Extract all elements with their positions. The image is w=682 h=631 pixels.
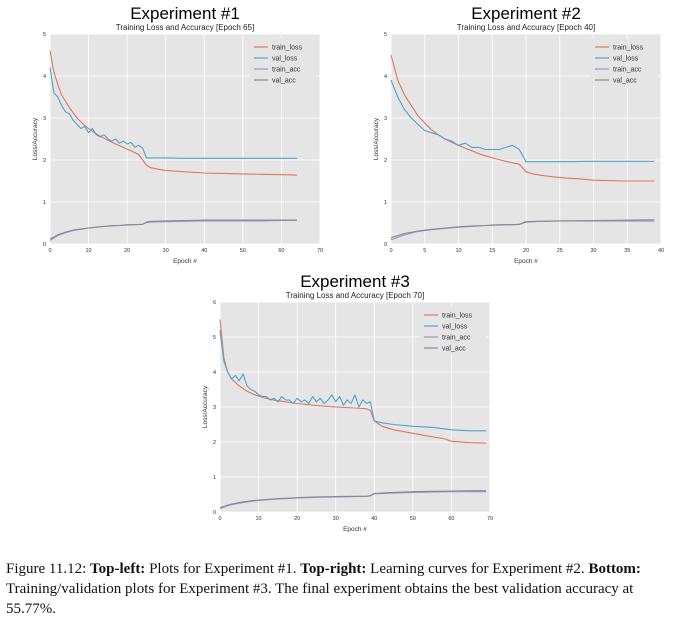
x-axis-label: Epoch # <box>343 526 367 533</box>
x-tick-label: 40 <box>658 248 664 254</box>
y-tick-label: 3 <box>384 116 387 122</box>
legend-label: train_acc <box>272 67 301 74</box>
legend-label: val_loss <box>613 56 639 63</box>
experiment-title: Experiment #2 <box>471 4 581 23</box>
y-tick-label: 0 <box>43 242 46 248</box>
y-tick-label: 5 <box>384 32 387 38</box>
y-tick-label: 1 <box>213 475 216 481</box>
experiment-title: Experiment #3 <box>300 272 410 291</box>
figure-caption: Figure 11.12: Top-left: Plots for Experi… <box>6 559 666 619</box>
y-tick-label: 2 <box>43 158 46 164</box>
x-tick-label: 60 <box>278 248 284 254</box>
x-tick-label: 20 <box>124 248 130 254</box>
series-line-val-loss <box>49 67 297 159</box>
x-tick-label: 10 <box>86 248 92 254</box>
y-axis-label: Loss/Accuracy <box>373 117 380 160</box>
x-tick-label: 0 <box>389 248 392 254</box>
y-tick-label: 1 <box>43 200 46 206</box>
y-tick-label: 2 <box>384 158 387 164</box>
legend-label: train_loss <box>613 45 643 52</box>
x-tick-label: 30 <box>333 516 339 522</box>
y-tick-label: 5 <box>43 32 46 38</box>
y-tick-label: 3 <box>213 405 216 411</box>
series-line-val-acc <box>390 220 655 239</box>
x-tick-label: 5 <box>423 248 426 254</box>
caption-top-right-label: Top-right: <box>300 561 367 577</box>
caption-bottom-label: Bottom: <box>588 561 641 577</box>
x-tick-label: 0 <box>218 516 221 522</box>
x-tick-label: 10 <box>455 248 461 254</box>
caption-text-3: Training/validation plots for Experiment… <box>6 581 634 617</box>
x-tick-label: 35 <box>624 248 630 254</box>
series-line-train-loss <box>49 50 297 176</box>
y-tick-label: 4 <box>213 370 216 376</box>
series-line-train-loss <box>219 319 487 444</box>
x-axis-label: Epoch # <box>514 258 538 265</box>
legend-label: train_acc <box>442 335 471 342</box>
legend-label: train_loss <box>272 45 302 52</box>
x-tick-label: 70 <box>317 248 323 254</box>
series-line-val-loss <box>390 79 655 163</box>
x-tick-label: 50 <box>410 516 416 522</box>
chart-panel-experiment-1: Experiment #1 Training Loss and Accuracy … <box>0 0 341 272</box>
x-tick-label: 60 <box>448 516 454 522</box>
legend-label: val_acc <box>613 78 637 85</box>
chart-title: Training Loss and Accuracy [Epoch 40] <box>457 23 595 32</box>
x-tick-label: 25 <box>557 248 563 254</box>
chart-title: Training Loss and Accuracy [Epoch 65] <box>116 23 254 32</box>
y-tick-label: 5 <box>213 335 216 341</box>
caption-text-2: Learning curves for Experiment #2. <box>366 561 589 577</box>
x-tick-label: 0 <box>48 248 51 254</box>
legend-label: val_loss <box>272 56 298 63</box>
chart-panel-experiment-2: Experiment #2 Training Loss and Accuracy … <box>341 0 682 272</box>
y-tick-label: 3 <box>43 116 46 122</box>
x-tick-label: 70 <box>487 516 493 522</box>
legend-label: train_loss <box>442 313 472 320</box>
x-tick-label: 20 <box>294 516 300 522</box>
caption-top-left-label: Top-left: <box>90 561 146 577</box>
series-line-val-acc <box>49 219 297 240</box>
y-tick-label: 1 <box>384 200 387 206</box>
series-line-val-loss <box>219 329 487 432</box>
y-tick-label: 0 <box>213 510 216 516</box>
legend-label: train_acc <box>613 67 642 74</box>
chart-title: Training Loss and Accuracy [Epoch 70] <box>286 291 424 300</box>
y-tick-label: 2 <box>213 440 216 446</box>
caption-text-1: Plots for Experiment #1. <box>145 561 301 577</box>
y-tick-label: 4 <box>384 74 387 80</box>
x-tick-label: 40 <box>201 248 207 254</box>
x-axis-label: Epoch # <box>173 258 197 265</box>
experiment-title: Experiment #1 <box>130 4 240 23</box>
x-tick-label: 15 <box>489 248 495 254</box>
y-tick-label: 6 <box>213 300 216 306</box>
y-tick-label: 0 <box>384 242 387 248</box>
x-tick-label: 30 <box>163 248 169 254</box>
series-line-train-loss <box>390 54 655 182</box>
legend-label: val_acc <box>442 346 466 353</box>
legend-label: val_acc <box>272 78 296 85</box>
x-tick-label: 50 <box>240 248 246 254</box>
x-tick-label: 20 <box>523 248 529 254</box>
x-tick-label: 10 <box>256 516 262 522</box>
series-line-val-acc <box>219 490 487 509</box>
x-tick-label: 30 <box>590 248 596 254</box>
x-tick-label: 40 <box>371 516 377 522</box>
y-tick-label: 4 <box>43 74 46 80</box>
caption-figure-label: Figure 11.12: <box>6 561 91 577</box>
y-axis-label: Loss/Accuracy <box>32 117 39 160</box>
y-axis-label: Loss/Accuracy <box>202 385 209 428</box>
legend-label: val_loss <box>442 324 468 331</box>
chart-panel-experiment-3: Experiment #3 Training Loss and Accuracy … <box>170 268 511 540</box>
